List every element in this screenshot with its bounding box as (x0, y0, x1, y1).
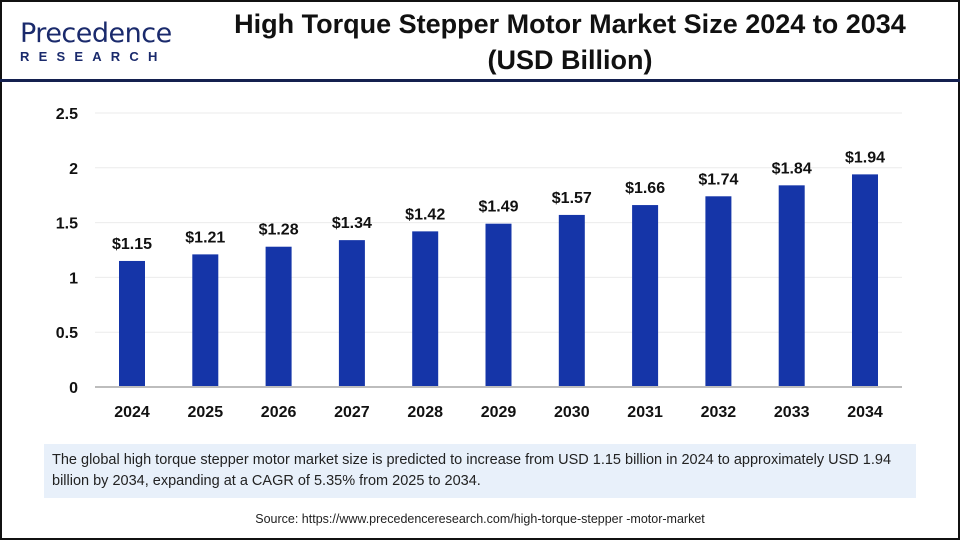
logo: Precedence RESEARCH (16, 18, 172, 64)
data-label: $1.94 (845, 149, 885, 166)
x-tick-label: 2030 (554, 404, 590, 421)
source-text: Source: https://www.precedenceresearch.c… (255, 512, 705, 526)
data-label: $1.66 (625, 180, 665, 197)
y-tick-label: 0.5 (56, 325, 78, 342)
y-tick-label: 1.5 (56, 216, 78, 233)
bar-chart: 0 0.5 1 1.5 2 2.5 $1.15 2024 $1.21 2025 $1.28 2026 $… (56, 106, 902, 421)
data-label: $1.57 (552, 190, 592, 207)
data-label: $1.49 (478, 199, 518, 216)
data-label: $1.84 (772, 160, 812, 177)
logo-subtitle: RESEARCH (20, 49, 167, 64)
data-label: $1.74 (698, 171, 738, 188)
x-tick-label: 2026 (261, 404, 297, 421)
bar-2025 (192, 254, 219, 387)
x-tick-label: 2028 (407, 404, 443, 421)
bar-2028 (412, 231, 439, 387)
x-tick-label: 2034 (847, 404, 883, 421)
data-label: $1.21 (185, 229, 225, 246)
x-tick-label: 2031 (627, 404, 663, 421)
data-label: $1.34 (332, 215, 372, 232)
chart-title: High Torque Stepper Motor Market Size 20… (190, 6, 950, 78)
x-tick-label: 2024 (114, 404, 150, 421)
bar-2031 (632, 205, 659, 387)
title-line-2: (USD Billion) (487, 45, 653, 75)
x-tick-label: 2025 (188, 404, 224, 421)
y-tick-label: 2 (69, 161, 78, 178)
header-divider (0, 79, 960, 82)
logo-wordmark: Precedence (20, 18, 172, 49)
data-label: $1.15 (112, 236, 152, 253)
bar-2033 (778, 185, 805, 387)
bar-2029 (485, 223, 512, 387)
x-tick-label: 2032 (701, 404, 737, 421)
summary-note: The global high torque stepper motor mar… (44, 444, 916, 498)
x-tick-label: 2029 (481, 404, 517, 421)
bar-2026 (265, 246, 292, 387)
x-tick-label: 2027 (334, 404, 370, 421)
y-tick-label: 1 (69, 270, 78, 287)
x-tick-label: 2033 (774, 404, 810, 421)
bar-2034 (852, 174, 878, 387)
bar-2024 (119, 260, 145, 387)
bar-2032 (705, 196, 732, 387)
data-label: $1.42 (405, 206, 445, 223)
bar-2027 (338, 240, 365, 387)
bar-2030 (558, 214, 585, 387)
y-tick-label: 2.5 (56, 106, 78, 123)
title-line-1: High Torque Stepper Motor Market Size 20… (234, 9, 906, 39)
y-tick-label: 0 (69, 380, 78, 397)
data-label: $1.28 (259, 222, 299, 239)
